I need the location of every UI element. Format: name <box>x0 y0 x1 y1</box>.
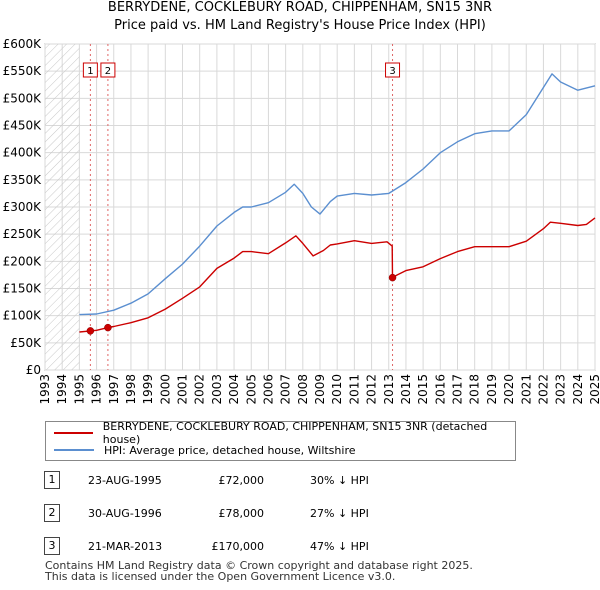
x-tick-label: 1998 <box>124 374 138 405</box>
sale-label-box <box>82 62 98 78</box>
sale-hpi-diff: 27% ↓ HPI <box>310 507 369 520</box>
pre-data-hatch-region <box>45 44 80 370</box>
legend-item-property: BERRYDENE, COCKLEBURY ROAD, CHIPPENHAM, … <box>54 420 515 446</box>
x-tick-label: 2004 <box>227 374 241 405</box>
chart-legend: BERRYDENE, COCKLEBURY ROAD, CHIPPENHAM, … <box>45 420 516 461</box>
price-paid-line <box>79 217 596 333</box>
x-tick-label: 2016 <box>433 374 447 405</box>
sale-hpi-diff: 30% ↓ HPI <box>310 474 369 487</box>
y-tick-label: £350K <box>3 173 43 187</box>
x-tick-label: 2001 <box>176 374 190 405</box>
sale-label-text: 1 <box>87 66 93 77</box>
x-tick-label: 2013 <box>382 374 396 405</box>
x-tick-label: 2007 <box>279 374 293 405</box>
sale-price: £72,000 <box>218 474 265 487</box>
chart-title: BERRYDENE, COCKLEBURY ROAD, CHIPPENHAM, … <box>107 0 493 15</box>
table-row: 3 21-MAR-2013 £170,000 47% ↓ HPI <box>44 534 544 556</box>
footer-attribution: Contains HM Land Registry data © Crown c… <box>45 560 473 582</box>
x-tick-label: 2000 <box>158 374 172 405</box>
sale-date: 23-AUG-1995 <box>88 474 162 487</box>
x-tick-label: 2022 <box>536 374 550 405</box>
sale-date: 30-AUG-1996 <box>88 507 162 520</box>
y-tick-label: £500K <box>3 91 43 105</box>
x-tick-label: 2010 <box>330 374 344 405</box>
y-tick-label: £250K <box>3 227 43 241</box>
y-tick-label: £50K <box>10 336 42 350</box>
y-tick-label: £400K <box>3 146 43 160</box>
x-tick-label: 2018 <box>468 374 482 405</box>
y-tick-label: £550K <box>3 64 43 78</box>
sale-number-badge: 3 <box>44 537 60 555</box>
hpi-line <box>79 73 596 316</box>
y-tick-label: £600K <box>3 37 43 51</box>
x-tick-label: 2021 <box>519 374 533 405</box>
sale-date: 21-MAR-2013 <box>88 540 163 553</box>
price-chart: 1 2 3 £0 £50K £100K £150K £200K £250K £300K £350K… <box>3 37 600 405</box>
x-tick-label: 2015 <box>416 374 430 405</box>
x-tick-label: 1999 <box>141 374 155 405</box>
x-tick-label: 2012 <box>365 374 379 405</box>
sale-price: £78,000 <box>218 507 265 520</box>
sale-label-text: 2 <box>105 66 111 77</box>
footer-license: This data is licensed under the Open Gov… <box>45 570 396 583</box>
x-tick-label: 2003 <box>210 374 224 405</box>
x-tick-label: 1997 <box>107 374 121 405</box>
sale-label-box <box>385 62 401 78</box>
x-tick-label: 2011 <box>347 374 361 405</box>
x-tick-label: 2017 <box>451 374 465 405</box>
x-tick-label: 1995 <box>72 374 86 405</box>
y-tick-label: £0 <box>26 363 41 377</box>
sale-number-badge: 1 <box>44 471 60 489</box>
legend-item-hpi: HPI: Average price, detached house, Wilt… <box>54 442 356 458</box>
sale-label-text: 3 <box>389 66 395 77</box>
legend-label-hpi: HPI: Average price, detached house, Wilt… <box>104 443 356 457</box>
y-tick-label: £450K <box>3 119 43 133</box>
legend-label-property: BERRYDENE, COCKLEBURY ROAD, CHIPPENHAM, … <box>102 420 488 446</box>
x-tick-label: 2008 <box>296 374 310 405</box>
chart-subtitle: Price paid vs. HM Land Registry's House … <box>114 18 486 33</box>
x-tick-label: 2005 <box>244 374 258 405</box>
x-tick-label: 2009 <box>313 374 327 405</box>
x-tick-label: 1994 <box>55 374 69 405</box>
x-tick-label: 2002 <box>193 374 207 405</box>
sale-price: £170,000 <box>211 540 265 553</box>
sale-number-badge: 2 <box>44 504 60 522</box>
sale-point <box>388 273 397 282</box>
sale-hpi-diff: 47% ↓ HPI <box>310 540 369 553</box>
sale-label-box <box>100 62 116 78</box>
table-row: 2 30-AUG-1996 £78,000 27% ↓ HPI <box>44 501 544 523</box>
y-tick-label: £300K <box>3 200 43 214</box>
y-tick-label: £100K <box>3 309 43 323</box>
x-tick-label: 2024 <box>571 374 585 405</box>
y-tick-label: £200K <box>3 254 43 268</box>
sale-point <box>104 323 112 332</box>
x-tick-label: 1993 <box>38 374 52 405</box>
x-tick-label: 2014 <box>399 374 413 405</box>
x-tick-label: 1996 <box>90 374 104 405</box>
x-tick-label: 2023 <box>554 374 568 405</box>
legend-swatch-property <box>54 432 93 434</box>
x-tick-label: 2006 <box>261 374 275 405</box>
y-tick-label: £150K <box>3 282 43 296</box>
x-tick-label: 2025 <box>588 374 600 405</box>
footer-copyright: Contains HM Land Registry data © Crown c… <box>45 559 473 572</box>
x-tick-label: 2020 <box>502 374 516 405</box>
x-tick-label: 2019 <box>485 374 499 405</box>
sale-point <box>86 327 95 335</box>
legend-swatch-hpi <box>54 449 94 451</box>
table-row: 1 23-AUG-1995 £72,000 30% ↓ HPI <box>44 468 544 490</box>
